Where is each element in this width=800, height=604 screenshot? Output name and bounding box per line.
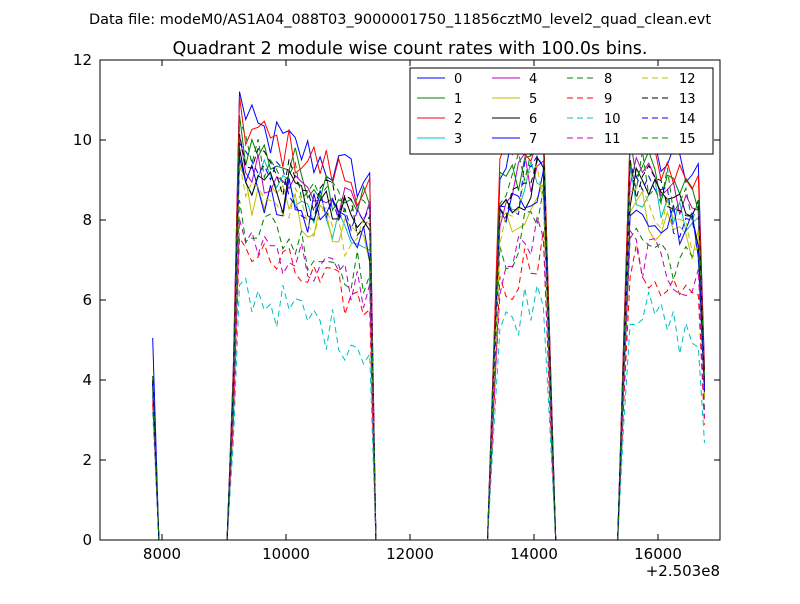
legend-frame <box>409 67 714 155</box>
x-tick-label: 12000 <box>386 545 434 563</box>
legend-label-14: 14 <box>679 112 696 127</box>
legend-label-4: 4 <box>529 72 537 87</box>
chart-suptitle: Data file: modeM0/AS1A04_088T03_90000017… <box>89 12 711 28</box>
legend-label-2: 2 <box>454 112 462 127</box>
y-tick-label: 12 <box>73 51 92 69</box>
y-tick-label: 8 <box>82 211 92 229</box>
legend-label-15: 15 <box>679 132 696 147</box>
legend-label-12: 12 <box>679 72 696 87</box>
x-tick-label: 10000 <box>262 545 310 563</box>
legend-label-9: 9 <box>604 92 612 107</box>
legend-label-0: 0 <box>454 72 462 87</box>
legend-label-3: 3 <box>454 132 462 147</box>
plot-frame <box>99 59 721 541</box>
x-tick-label: 14000 <box>510 545 558 563</box>
y-tick-label: 0 <box>82 531 92 549</box>
legend-label-10: 10 <box>604 112 621 127</box>
legend-label-6: 6 <box>529 112 537 127</box>
x-tick-label: 8000 <box>143 545 181 563</box>
y-tick-label: 6 <box>82 291 92 309</box>
legend-label-5: 5 <box>529 92 537 107</box>
y-tick-label: 10 <box>73 131 92 149</box>
y-tick-label: 4 <box>82 371 92 389</box>
chart-title: Quadrant 2 module wise count rates with … <box>173 39 648 59</box>
y-tick-label: 2 <box>82 451 92 469</box>
legend-label-7: 7 <box>529 132 537 147</box>
x-tick-label: 16000 <box>634 545 682 563</box>
legend-label-13: 13 <box>679 92 696 107</box>
legend-label-11: 11 <box>604 132 621 147</box>
x-offset-label: +2.503e8 <box>646 562 720 580</box>
legend-label-8: 8 <box>604 72 612 87</box>
legend-label-1: 1 <box>454 92 462 107</box>
chart-marks <box>152 91 705 541</box>
